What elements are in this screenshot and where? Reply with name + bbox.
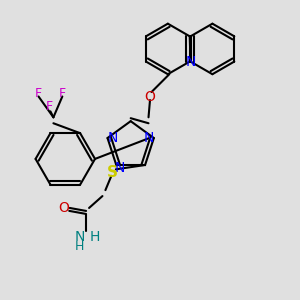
Text: H: H: [75, 239, 84, 253]
Text: F: F: [59, 87, 66, 100]
Text: F: F: [35, 87, 42, 100]
Text: F: F: [45, 100, 52, 113]
Text: N: N: [186, 55, 196, 69]
Text: O: O: [145, 89, 155, 103]
Text: O: O: [58, 201, 69, 215]
Text: N: N: [143, 131, 154, 145]
Text: S: S: [107, 165, 118, 180]
Text: N: N: [115, 160, 125, 175]
Text: N: N: [108, 131, 118, 145]
Text: H: H: [89, 230, 100, 244]
Text: N: N: [74, 230, 85, 244]
